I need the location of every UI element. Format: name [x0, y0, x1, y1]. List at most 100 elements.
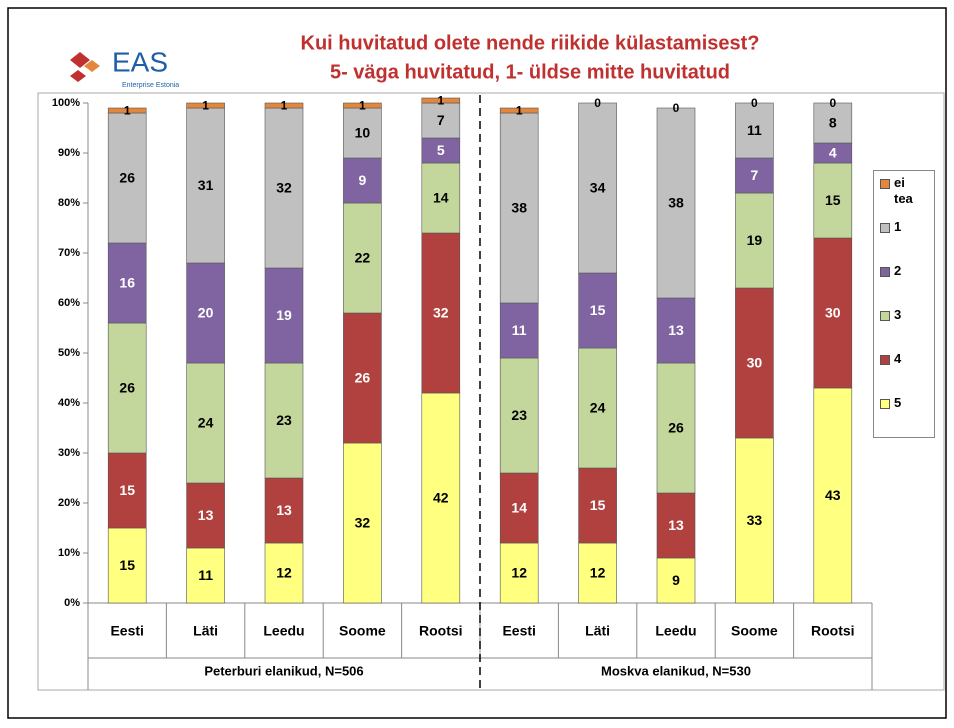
legend-label: 3	[894, 307, 924, 323]
y-tick-label: 20%	[58, 497, 80, 509]
value-label: 13	[668, 517, 684, 533]
legend-item: 1	[880, 219, 934, 263]
value-label: 19	[747, 232, 763, 248]
chart-subtitle: 5- väga huvitatud, 1- üldse mitte huvita…	[330, 61, 730, 83]
value-label: 13	[668, 322, 684, 338]
value-label: 10	[355, 125, 371, 141]
x-tick-label: Leedu	[263, 623, 304, 639]
value-label: 1	[437, 94, 444, 108]
value-label: 31	[198, 177, 214, 193]
value-label: 12	[511, 565, 527, 581]
y-tick-label: 80%	[58, 197, 80, 209]
legend-label: ei tea	[894, 175, 924, 207]
value-label: 9	[672, 572, 680, 588]
value-label: 15	[590, 497, 606, 513]
value-label: 32	[433, 305, 449, 321]
value-label: 11	[198, 567, 213, 583]
legend-item: 5	[880, 395, 934, 439]
legend-swatch	[880, 311, 890, 321]
x-tick-label: Rootsi	[811, 623, 855, 639]
y-tick-label: 0%	[64, 597, 80, 609]
value-label: 5	[437, 142, 445, 158]
value-label: 9	[359, 172, 367, 188]
y-tick-label: 100%	[52, 97, 80, 109]
y-tick-label: 40%	[58, 397, 80, 409]
logo-tagline: Enterprise Estonia	[122, 82, 179, 89]
value-label: 12	[590, 565, 606, 581]
x-tick-label: Rootsi	[419, 623, 463, 639]
legend-swatch	[880, 355, 890, 365]
x-tick-label: Soome	[731, 623, 778, 639]
value-label: 15	[825, 192, 841, 208]
value-label: 1	[281, 99, 288, 113]
value-label: 13	[198, 507, 214, 523]
chart-frame	[38, 93, 944, 690]
value-label: 26	[355, 370, 371, 386]
value-label: 32	[276, 180, 292, 196]
value-label: 4	[829, 145, 837, 161]
value-label: 1	[359, 99, 366, 113]
value-label: 1	[124, 104, 131, 118]
value-label: 16	[119, 275, 135, 291]
value-label: 19	[276, 307, 292, 323]
value-label: 1	[202, 99, 209, 113]
legend-label: 2	[894, 263, 924, 279]
value-label: 0	[829, 96, 836, 110]
chart-title: Kui huvitatud olete nende riikide külast…	[301, 32, 760, 54]
value-label: 33	[747, 512, 763, 528]
value-label: 14	[433, 190, 449, 206]
value-label: 14	[511, 500, 527, 516]
value-label: 30	[747, 355, 763, 371]
value-label: 13	[276, 502, 292, 518]
value-label: 11	[747, 122, 762, 138]
x-tick-label: Eesti	[502, 623, 535, 639]
value-label: 34	[590, 180, 606, 196]
value-label: 23	[276, 412, 292, 428]
value-label: 26	[119, 170, 135, 186]
legend: ei tea 1 2 3 45	[873, 170, 935, 438]
x-tick-label: Läti	[193, 623, 218, 639]
page: EAS Enterprise Estonia Kui huvitatud ole…	[0, 0, 954, 723]
value-label: 15	[590, 302, 606, 318]
value-label: 7	[437, 112, 445, 128]
legend-label: 1	[894, 219, 924, 235]
logo-mark	[70, 70, 86, 82]
y-tick-label: 10%	[58, 547, 80, 559]
value-label: 26	[668, 420, 684, 436]
legend-swatch	[880, 267, 890, 277]
value-label: 32	[355, 515, 371, 531]
value-label: 26	[119, 380, 135, 396]
slide-frame	[8, 8, 946, 718]
legend-item: 4	[880, 351, 934, 395]
value-label: 22	[355, 250, 371, 266]
group-label: Moskva elanikud, N=530	[601, 663, 751, 678]
value-label: 0	[673, 101, 680, 115]
y-tick-label: 50%	[58, 347, 80, 359]
value-label: 8	[829, 115, 837, 131]
legend-item: ei tea	[880, 175, 934, 219]
value-label: 42	[433, 490, 449, 506]
value-label: 24	[590, 400, 606, 416]
value-label: 30	[825, 305, 841, 321]
value-label: 0	[594, 96, 601, 110]
legend-swatch	[880, 399, 890, 409]
value-label: 7	[751, 167, 759, 183]
value-label: 12	[276, 565, 292, 581]
legend-label: 5	[894, 395, 924, 411]
value-label: 43	[825, 487, 841, 503]
value-label: 11	[512, 322, 527, 338]
legend-swatch	[880, 179, 890, 189]
logo: EAS Enterprise Estonia	[70, 46, 179, 88]
y-tick-label: 60%	[58, 297, 80, 309]
y-tick-label: 30%	[58, 447, 80, 459]
legend-swatch	[880, 223, 890, 233]
value-label: 24	[198, 415, 214, 431]
logo-name: EAS	[112, 46, 168, 77]
chart: EAS Enterprise Estonia Kui huvitatud ole…	[0, 0, 954, 723]
value-label: 38	[668, 195, 684, 211]
x-tick-label: Eesti	[110, 623, 143, 639]
group-label: Peterburi elanikud, N=506	[204, 663, 363, 678]
value-label: 1	[516, 104, 523, 118]
value-label: 15	[119, 557, 135, 573]
value-label: 23	[511, 407, 527, 423]
